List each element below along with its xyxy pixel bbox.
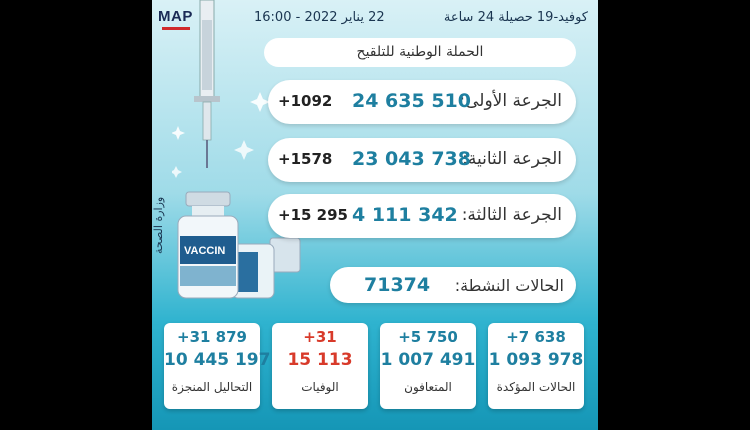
vaccine-illustration: VACCIN bbox=[172, 0, 301, 299]
vaccine-vial-front-icon bbox=[177, 191, 239, 299]
campaign-title: الحملة الوطنية للتلقيح bbox=[264, 38, 576, 67]
stat-increase: +5 750 bbox=[398, 328, 458, 346]
dose-second-row: الجرعة الثانية: 23 043 738 +1578 bbox=[268, 138, 576, 182]
dose-label: الجرعة الثانية: bbox=[462, 149, 562, 169]
syringe-icon bbox=[194, 0, 220, 168]
dose-label: الجرعة الأولى: bbox=[459, 91, 562, 111]
active-cases-row: الحالات النشطة: 71374 bbox=[330, 267, 576, 303]
dose-first-row: الجرعة الأولى: 24 635 510 +1092 bbox=[268, 80, 576, 124]
stat-recovered: +5 750 1 007 491 المتعافون bbox=[380, 323, 476, 409]
stat-total: 1 007 491 bbox=[380, 350, 476, 370]
dose-total: 4 111 342 bbox=[352, 204, 458, 226]
stat-total: 10 445 197 bbox=[164, 350, 271, 370]
stat-increase: +31 879 bbox=[177, 328, 247, 346]
sparkle-icons bbox=[172, 92, 270, 178]
date-time: 22 يناير 2022 - 16:00 bbox=[254, 10, 385, 25]
dose-total: 23 043 738 bbox=[352, 148, 471, 170]
stat-increase: +31 bbox=[303, 328, 337, 346]
stat-total: 15 113 bbox=[287, 350, 353, 370]
stat-increase: +7 638 bbox=[506, 328, 566, 346]
stat-label: الوفيات bbox=[301, 380, 339, 394]
header-caption: كوفيد-19 حصيلة 24 ساعة bbox=[443, 10, 588, 25]
stat-confirmed: +7 638 1 093 978 الحالات المؤكدة bbox=[488, 323, 584, 409]
vaccine-vial-back-icon bbox=[231, 237, 301, 299]
stat-label: المتعافون bbox=[404, 380, 452, 394]
dose-third-row: الجرعة الثالثة: 4 111 342 +15 295 bbox=[268, 194, 576, 238]
stat-label: التحاليل المنجزة bbox=[171, 380, 253, 394]
dose-total: 24 635 510 bbox=[352, 90, 471, 112]
stat-tests: +31 879 10 445 197 التحاليل المنجزة bbox=[164, 323, 271, 409]
active-cases-label: الحالات النشطة: bbox=[454, 276, 564, 295]
header: MAP 22 يناير 2022 - 16:00 كوفيد-19 حصيلة… bbox=[152, 0, 598, 36]
active-cases-value: 71374 bbox=[364, 274, 431, 296]
infographic-card: MAP 22 يناير 2022 - 16:00 كوفيد-19 حصيلة… bbox=[152, 0, 598, 430]
vaccine-label: VACCIN bbox=[184, 245, 225, 257]
stat-total: 1 093 978 bbox=[488, 350, 584, 370]
dose-label: الجرعة الثالثة: bbox=[461, 205, 562, 225]
map-logo: MAP bbox=[158, 8, 193, 25]
ministry-of-health-label: وزارة الصحة bbox=[152, 196, 165, 254]
dose-increase: +1578 bbox=[278, 150, 333, 168]
stat-label: الحالات المؤكدة bbox=[496, 380, 576, 394]
dose-increase: +1092 bbox=[278, 92, 333, 110]
dose-increase: +15 295 bbox=[278, 206, 348, 224]
stat-deaths: +31 15 113 الوفيات bbox=[272, 323, 368, 409]
logo-flag-stripe bbox=[162, 27, 190, 30]
